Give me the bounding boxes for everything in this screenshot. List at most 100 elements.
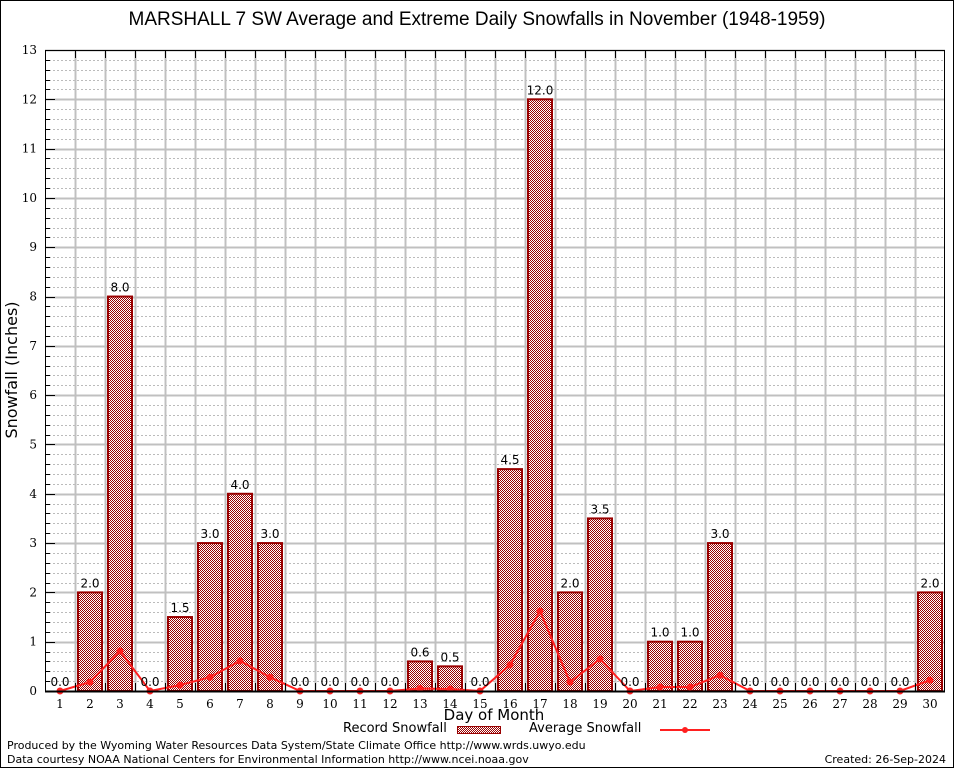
axes	[45, 50, 945, 693]
average-point	[266, 673, 274, 681]
footer-created-date: Created: 26-Sep-2024	[824, 753, 946, 766]
record-data-label: 2.0	[80, 576, 99, 590]
record-bar	[557, 591, 583, 693]
record-bar	[227, 492, 253, 692]
major-grid	[45, 49, 945, 693]
x-tick-label: 9	[296, 697, 304, 711]
record-data-label: 0.0	[140, 675, 159, 689]
average-point	[206, 673, 214, 681]
average-point	[506, 661, 514, 669]
x-tick-label: 20	[622, 697, 637, 711]
x-tick-label: 6	[206, 697, 214, 711]
record-bar	[677, 640, 703, 693]
y-tick-label: 0	[29, 684, 37, 698]
x-tick-label: 22	[682, 697, 697, 711]
record-data-label: 3.0	[710, 527, 729, 541]
record-bar	[917, 591, 943, 693]
legend-average-swatch	[660, 727, 710, 733]
record-bar	[77, 591, 103, 693]
x-tick-label: 5	[176, 697, 184, 711]
y-tick-label: 9	[29, 240, 37, 254]
record-data-label: 3.5	[590, 502, 609, 516]
record-data-label: 0.0	[830, 675, 849, 689]
average-point	[416, 685, 424, 693]
average-point	[716, 671, 724, 679]
record-data-label: 3.0	[200, 527, 219, 541]
y-tick-label: 10	[22, 191, 37, 205]
x-tick-label: 27	[832, 697, 847, 711]
x-tick-label: 14	[442, 697, 458, 711]
record-bar	[497, 468, 523, 692]
footer-data-courtesy: Data courtesy NOAA National Centers for …	[7, 753, 529, 766]
legend-record-swatch	[457, 726, 501, 734]
x-tick-label: 7	[236, 697, 244, 711]
record-bar	[527, 98, 553, 693]
record-data-label: 1.0	[650, 626, 669, 640]
y-tick-label: 12	[22, 92, 37, 106]
x-tick-label: 30	[922, 697, 937, 711]
record-data-label: 0.5	[440, 650, 459, 664]
x-tick-label: 28	[862, 697, 877, 711]
y-tick-label: 4	[29, 487, 37, 501]
x-tick-label: 18	[562, 697, 577, 711]
x-tick-label: 24	[742, 697, 758, 711]
record-data-label: 8.0	[110, 281, 129, 295]
record-bar	[197, 542, 223, 692]
x-tick-label: 21	[652, 697, 667, 711]
record-data-label: 0.0	[350, 675, 369, 689]
record-data-label: 0.0	[740, 675, 759, 689]
average-point	[596, 655, 604, 663]
x-tick-label: 16	[502, 697, 517, 711]
x-axis-label: Day of Month	[443, 706, 545, 724]
y-tick-label: 3	[29, 536, 37, 550]
average-point	[926, 676, 934, 684]
y-tick-label: 2	[29, 585, 37, 599]
record-data-label: 0.0	[50, 675, 69, 689]
legend-average-label: Average Snowfall	[529, 721, 642, 736]
record-bar	[107, 295, 133, 692]
x-tick-label: 10	[322, 697, 337, 711]
y-tick-label: 8	[29, 290, 37, 304]
record-data-label: 0.6	[410, 645, 429, 659]
record-data-label: 1.5	[170, 601, 189, 615]
x-tick-label: 8	[266, 697, 274, 711]
x-tick-labels: 1 2 3 4 5 6 7 8 9 10 11 12 13 14 15 16 17 18 19 20 21 22 23 24 2…	[56, 697, 937, 711]
average-point	[686, 683, 694, 691]
y-tick-label: 5	[29, 437, 37, 451]
record-data-label: 3.0	[260, 527, 279, 541]
x-tick-label: 26	[802, 697, 817, 711]
x-tick-label: 2	[86, 697, 94, 711]
average-point	[536, 607, 544, 615]
record-data-label: 0.0	[320, 675, 339, 689]
record-data-label: 0.0	[770, 675, 789, 689]
record-data-label: 4.0	[230, 478, 249, 492]
x-tick-label: 29	[892, 697, 907, 711]
x-tick-label: 19	[592, 697, 607, 711]
x-tick-label: 13	[412, 697, 427, 711]
average-point	[86, 678, 94, 686]
x-tick-label: 12	[382, 697, 397, 711]
record-bar	[707, 542, 733, 692]
record-data-label: 0.0	[620, 675, 639, 689]
footer-produced-by: Produced by the Wyoming Water Resources …	[7, 739, 586, 752]
y-tick-label: 11	[22, 142, 37, 156]
x-tick-label: 25	[772, 697, 787, 711]
chart-title: MARSHALL 7 SW Average and Extreme Daily …	[128, 9, 826, 30]
record-data-label: 0.0	[890, 675, 909, 689]
record-data-label: 2.0	[560, 576, 579, 590]
average-point	[236, 657, 244, 665]
x-tick-label: 17	[532, 697, 547, 711]
x-tick-label: 4	[146, 697, 154, 711]
average-point	[656, 683, 664, 691]
y-tick-label: 7	[29, 339, 37, 353]
record-data-label: 4.5	[500, 453, 519, 467]
legend-record-label: Record Snowfall	[343, 721, 447, 736]
x-tick-label: 3	[116, 697, 124, 711]
average-point	[116, 647, 124, 655]
record-data-label: 0.0	[800, 675, 819, 689]
data-labels: 0.0 2.0 8.0 0.0 1.5 3.0 4.0 3.0 0.0 0.0 0.0 0.0 0.6 0…	[50, 83, 939, 689]
record-data-label: 0.0	[380, 675, 399, 689]
record-data-label: 0.0	[290, 675, 309, 689]
